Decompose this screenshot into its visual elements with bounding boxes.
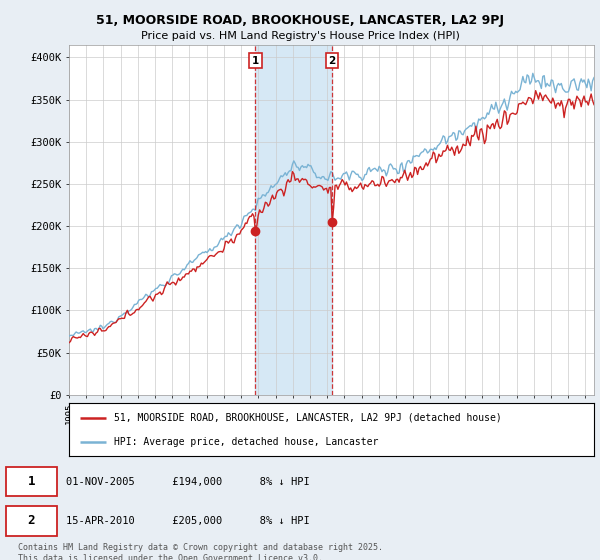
Text: 01-NOV-2005      £194,000      8% ↓ HPI: 01-NOV-2005 £194,000 8% ↓ HPI: [66, 477, 310, 487]
Text: 2: 2: [28, 514, 35, 528]
Text: 51, MOORSIDE ROAD, BROOKHOUSE, LANCASTER, LA2 9PJ (detached house): 51, MOORSIDE ROAD, BROOKHOUSE, LANCASTER…: [113, 413, 502, 423]
FancyBboxPatch shape: [6, 466, 57, 497]
Text: 1: 1: [28, 475, 35, 488]
FancyBboxPatch shape: [6, 506, 57, 536]
Text: 15-APR-2010      £205,000      8% ↓ HPI: 15-APR-2010 £205,000 8% ↓ HPI: [66, 516, 310, 526]
Text: Price paid vs. HM Land Registry's House Price Index (HPI): Price paid vs. HM Land Registry's House …: [140, 31, 460, 41]
Text: 51, MOORSIDE ROAD, BROOKHOUSE, LANCASTER, LA2 9PJ: 51, MOORSIDE ROAD, BROOKHOUSE, LANCASTER…: [96, 14, 504, 27]
Text: 1: 1: [252, 55, 259, 66]
Text: HPI: Average price, detached house, Lancaster: HPI: Average price, detached house, Lanc…: [113, 437, 378, 447]
Text: 2: 2: [329, 55, 336, 66]
Bar: [256, 45, 332, 395]
Text: Contains HM Land Registry data © Crown copyright and database right 2025.
This d: Contains HM Land Registry data © Crown c…: [18, 543, 383, 560]
